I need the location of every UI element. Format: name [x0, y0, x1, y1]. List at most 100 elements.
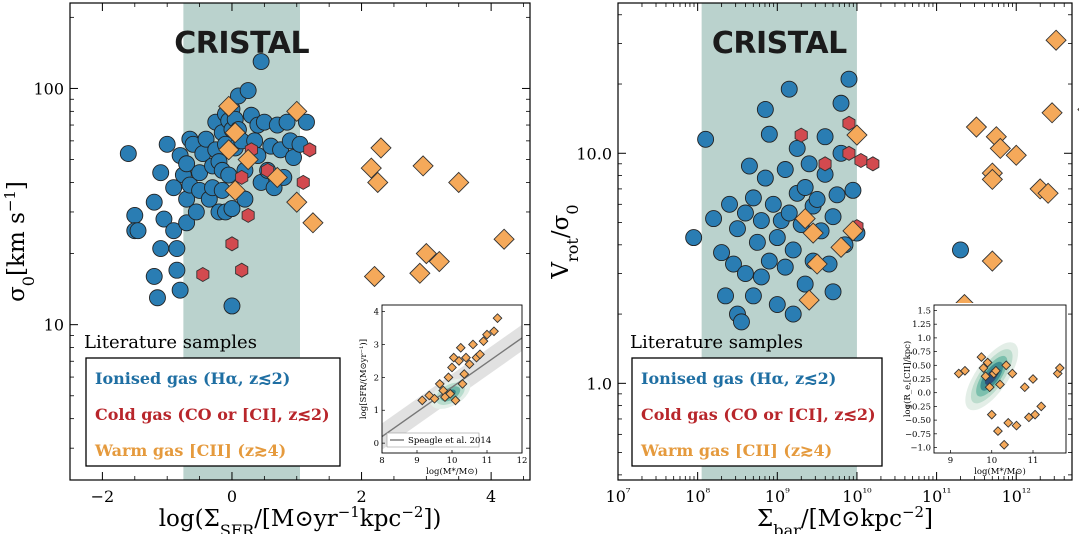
data-point: [1037, 182, 1059, 204]
y-tick-label: 10: [44, 316, 64, 335]
data-point: [286, 191, 308, 213]
data-point: [756, 101, 774, 118]
data-point: [824, 283, 842, 301]
data-point: [225, 236, 239, 252]
legend-title: Literature samples: [630, 332, 803, 353]
data-point: [252, 53, 270, 70]
data-point: [832, 94, 850, 112]
data-point: [800, 155, 818, 173]
y-tick-label: 1.0: [587, 374, 612, 393]
chart-panel-1: CRISTAL−2 0 2 410100log(ΣSFR/[M⊙yr−1kpc−2])…: [1, 2, 531, 534]
inset-point: [434, 378, 445, 389]
legend-entry: Ionised gas (Hα, z≲2): [95, 369, 290, 388]
data-point: [802, 222, 824, 244]
inset-point: [461, 352, 471, 363]
data-point: [303, 142, 317, 158]
relation-line: [381, 337, 523, 438]
data-point: [736, 265, 754, 283]
inset-point: [459, 369, 470, 380]
data-point: [286, 100, 308, 122]
inset-point: [960, 365, 970, 376]
inset-x-tick-label: 10: [447, 456, 458, 466]
data-point: [806, 253, 828, 275]
inset-point: [455, 342, 466, 353]
data-point: [705, 210, 723, 228]
inset-point: [468, 339, 478, 350]
inset-point: [492, 313, 503, 324]
data-point: [196, 266, 210, 283]
inset-point: [1003, 417, 1014, 428]
inset-point: [429, 393, 440, 404]
inset-point: [1019, 382, 1030, 393]
inset-point: [986, 409, 997, 420]
inset-point: [999, 439, 1010, 450]
inset-point: [1054, 363, 1065, 373]
inset-point: [978, 363, 989, 373]
data-point: [493, 228, 515, 250]
inset-point: [417, 395, 428, 406]
inset-point: [995, 379, 1005, 390]
inset-y-tick-label: 1.0: [917, 334, 931, 344]
data-point: [776, 161, 794, 178]
data-point: [302, 212, 324, 234]
data-point: [360, 157, 382, 179]
legend-box: [85, 357, 341, 467]
inset-legend-box: [386, 432, 480, 448]
inset-x-tick-label: 12: [517, 456, 528, 466]
data-point: [808, 190, 826, 208]
data-point: [152, 164, 170, 182]
legend-entry: Cold gas (CO or [CI], z≲2): [641, 405, 876, 424]
data-point: [178, 155, 196, 173]
data-point: [725, 255, 742, 273]
inset-point: [990, 365, 1001, 376]
inset-point: [450, 395, 461, 406]
y-tick-label: 100: [33, 79, 64, 98]
data-point: [830, 236, 852, 258]
data-point: [171, 281, 189, 299]
data-point: [119, 145, 137, 163]
x-tick-label: 10¹⁰: [842, 486, 872, 507]
data-point: [697, 130, 715, 148]
cristal-label: CRISTAL: [712, 26, 847, 61]
data-point: [784, 241, 802, 259]
inset-y-tick-label: 3: [374, 340, 379, 350]
data-point: [1041, 102, 1063, 124]
y-axis: 10 100: [33, 16, 530, 449]
data-point: [129, 222, 147, 240]
inset-y-tick-label: 1.25: [912, 320, 931, 330]
data-point: [278, 113, 296, 131]
inset-point: [457, 378, 468, 389]
data-point: [818, 156, 832, 172]
x-axis: 10⁷ 10⁸ 10⁹ 10¹⁰ 10¹¹ 10¹²: [606, 3, 1073, 507]
inset-y-tick-label: 1.5: [917, 306, 931, 316]
data-point: [752, 212, 770, 229]
inset-legend-label: Speagle et al. 2014: [408, 436, 491, 446]
data-point: [760, 125, 778, 143]
legend-title: Literature samples: [84, 332, 257, 353]
inset-point: [443, 372, 454, 383]
data-point: [235, 262, 249, 278]
plot-frame: [69, 2, 531, 481]
data-point: [155, 210, 173, 228]
data-point: [744, 189, 762, 207]
x-tick-label: 0: [227, 487, 237, 506]
data-point: [744, 287, 762, 305]
x-tick-label: 2: [356, 487, 366, 506]
data-point: [178, 214, 196, 232]
data-point: [840, 70, 858, 88]
y-axis-label: σ0[km s−1]: [1, 181, 38, 302]
data-point: [149, 289, 166, 307]
inset-point: [482, 329, 492, 340]
inset-point: [1030, 409, 1040, 420]
data-point: [788, 139, 806, 157]
inset-1: 8 9 10 11 1201234log(M*/M⊙)log[SFR/(M⊙yr⁻¹)]…: [358, 303, 527, 477]
data-point: [165, 222, 183, 240]
data-point: [241, 207, 255, 223]
data-point: [816, 128, 834, 146]
inset-y-tick-label: 1: [374, 406, 379, 416]
inset-point: [1028, 374, 1038, 384]
x-tick-label: 10¹¹: [922, 486, 951, 507]
inset-y-tick-label: 4: [374, 308, 379, 318]
data-point: [796, 275, 814, 293]
data-point: [415, 242, 437, 265]
